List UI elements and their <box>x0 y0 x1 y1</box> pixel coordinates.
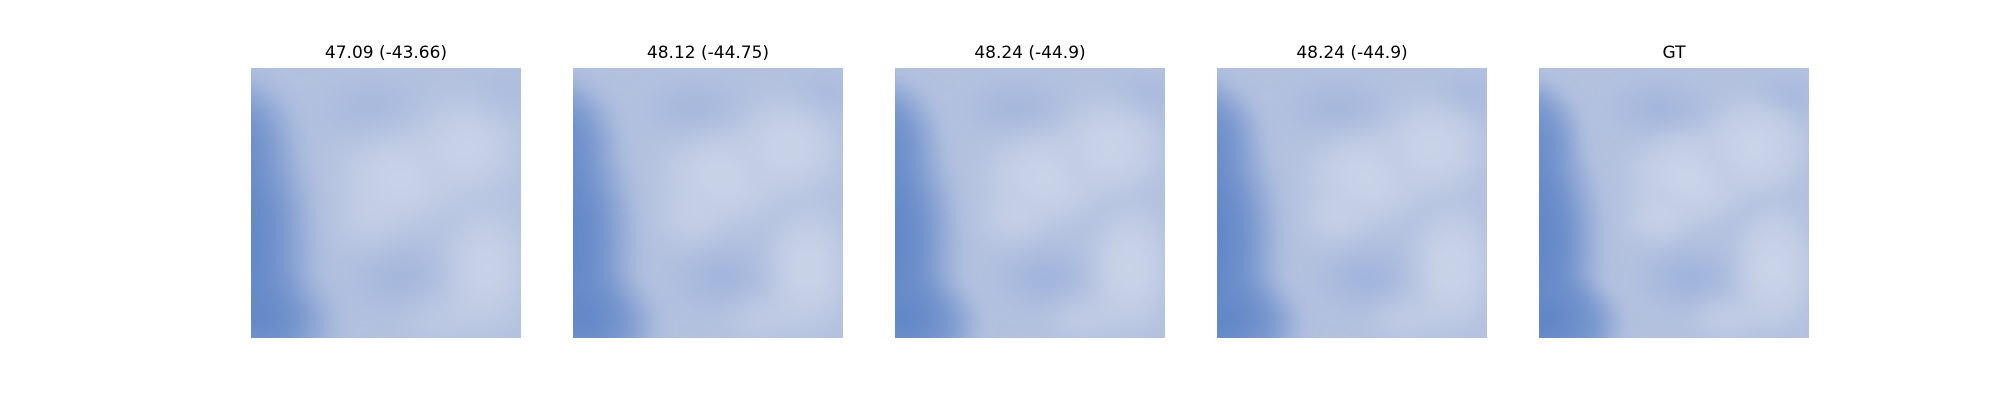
cloud-image <box>573 68 843 338</box>
cloud-image <box>251 68 521 338</box>
panel-5: GT <box>1539 42 1809 338</box>
panel-title: 47.09 (-43.66) <box>324 43 448 63</box>
panel-2: 48.12 (-44.75) <box>573 42 843 338</box>
cloud-image <box>895 68 1165 338</box>
panel-title: 48.24 (-44.9) <box>1296 43 1408 63</box>
panel-4: 48.24 (-44.9) <box>1217 42 1487 338</box>
panel-1: 47.09 (-43.66) <box>251 42 521 338</box>
cloud-image <box>1539 68 1809 338</box>
panel-title: 48.24 (-44.9) <box>974 43 1086 63</box>
panel-title: GT <box>1662 43 1686 63</box>
panel-title: 48.12 (-44.75) <box>646 43 770 63</box>
cloud-image <box>1217 68 1487 338</box>
panel-3: 48.24 (-44.9) <box>895 42 1165 338</box>
